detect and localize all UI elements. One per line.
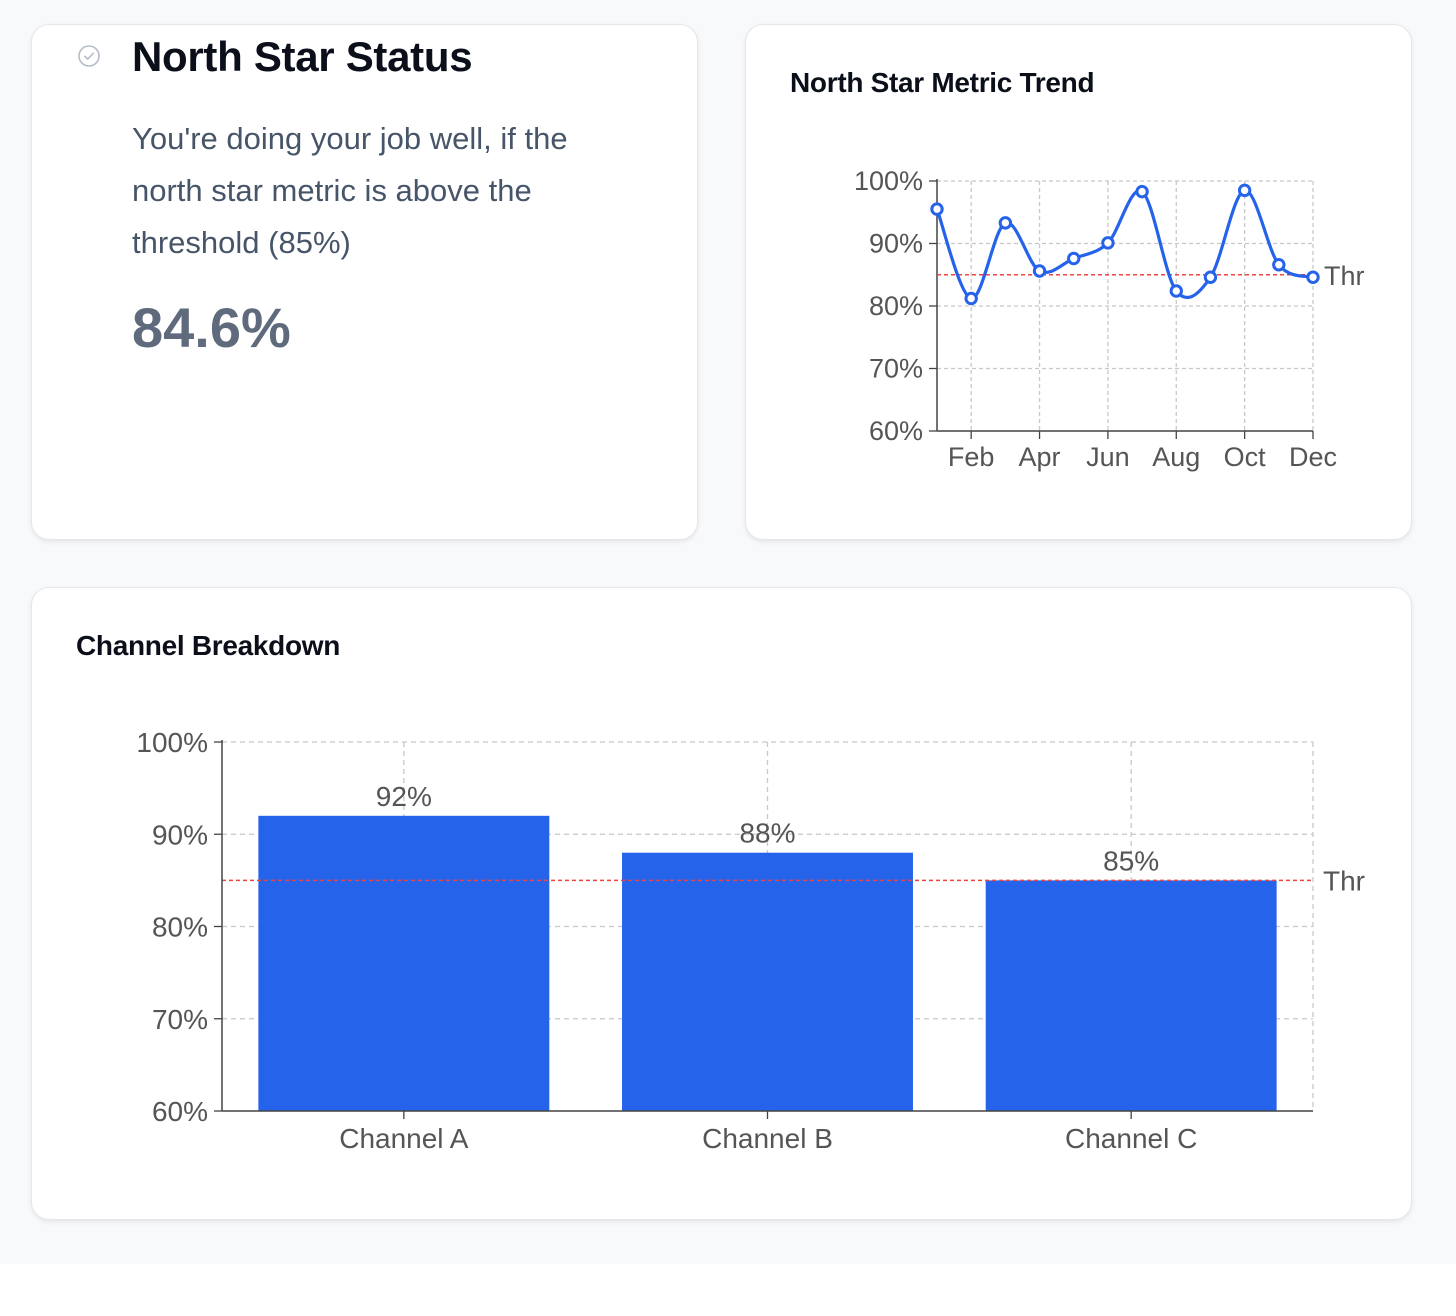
check-circle-icon xyxy=(78,45,100,67)
bar-data-label: 92% xyxy=(376,781,432,812)
data-point xyxy=(964,291,978,306)
bar-data-label: 85% xyxy=(1103,845,1159,876)
x-tick-label: Oct xyxy=(1224,442,1267,472)
data-point xyxy=(1067,251,1081,266)
y-tick-label: 60% xyxy=(869,416,923,446)
x-tick-label: Dec xyxy=(1289,442,1337,472)
data-point xyxy=(1135,184,1149,199)
x-tick-label: Channel C xyxy=(1065,1123,1197,1154)
data-point xyxy=(930,202,944,216)
data-point xyxy=(1032,264,1047,278)
threshold-label: Thr xyxy=(1324,261,1365,291)
y-tick-label: 80% xyxy=(152,912,208,943)
y-tick-label: 60% xyxy=(152,1096,208,1127)
data-point xyxy=(1169,284,1183,298)
threshold-label: Thr xyxy=(1323,865,1365,896)
trend-chart-card: North Star Metric Trend 60% 70% 80% 90% 100%… xyxy=(745,24,1412,540)
y-tick-label: 80% xyxy=(869,291,923,321)
bar xyxy=(622,852,913,1111)
channel-bar-chart: 60% 70% 80% 90% 100% 92% Channel A 88% Channel B… xyxy=(136,727,1365,1154)
bar-data-label: 88% xyxy=(739,818,795,849)
x-tick-label: Channel B xyxy=(702,1123,833,1154)
data-point xyxy=(1306,270,1320,284)
status-metric-value: 84.6% xyxy=(132,296,291,359)
data-point xyxy=(1272,258,1286,272)
data-point xyxy=(1237,183,1252,198)
x-tick-label: Feb xyxy=(948,442,995,472)
data-point xyxy=(1203,270,1218,284)
x-tick-label: Apr xyxy=(1019,442,1061,472)
trend-chart-title: North Star Metric Trend xyxy=(790,67,1095,98)
x-tick-label: Jun xyxy=(1086,442,1130,472)
status-title: North Star Status xyxy=(132,33,473,80)
x-tick-label: Aug xyxy=(1152,442,1200,472)
x-tick-label: Channel A xyxy=(339,1123,469,1154)
y-tick-label: 70% xyxy=(869,354,923,384)
series-line xyxy=(935,188,1314,301)
bar xyxy=(985,880,1277,1111)
channel-breakdown-card: Channel Breakdown 60% 70% 80% 90% 100% 92% Cha… xyxy=(31,587,1412,1220)
trend-line-chart: 60% 70% 80% 90% 100% Feb Apr Jun Aug Oct Dec Thr xyxy=(854,166,1365,472)
y-tick-label: 100% xyxy=(854,166,923,196)
y-tick-label: 70% xyxy=(152,1004,208,1035)
north-star-status-card: North Star Status You're doing your job … xyxy=(31,24,698,540)
y-tick-label: 100% xyxy=(136,727,208,758)
y-tick-label: 90% xyxy=(152,819,208,850)
data-point xyxy=(998,216,1013,230)
data-point xyxy=(1101,236,1115,250)
channel-chart-title: Channel Breakdown xyxy=(76,630,341,661)
status-description: You're doing your job well, if the north… xyxy=(132,121,568,260)
y-tick-label: 90% xyxy=(869,229,923,259)
bar xyxy=(258,815,550,1111)
